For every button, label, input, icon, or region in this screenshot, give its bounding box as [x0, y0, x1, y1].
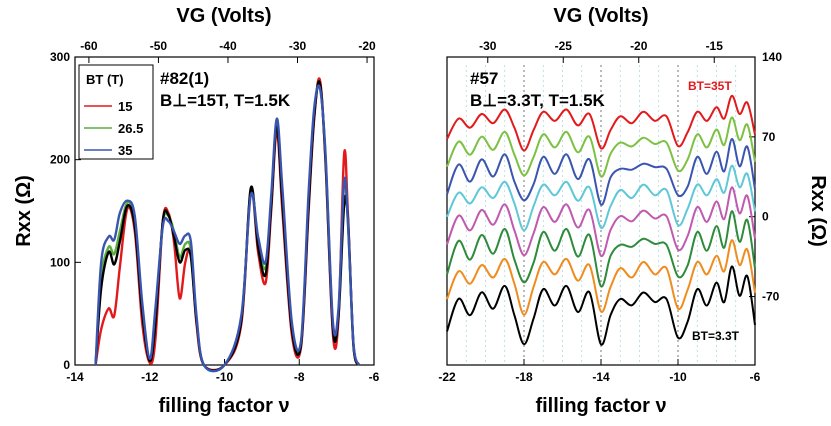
left-y-tick-label: 300: [50, 50, 70, 64]
right-top-tick-label: -20: [630, 39, 648, 53]
left-x-tick-label: -8: [294, 370, 305, 384]
left-top-axis-label: VG (Volts): [176, 5, 271, 27]
right-top-tick-label: -15: [706, 39, 724, 53]
right-top-tick-label: -30: [479, 39, 497, 53]
right-top-tick-label: -25: [555, 39, 573, 53]
right-series-line-5: [446, 210, 756, 288]
left-annotation-conditions: B⊥=15T, T=1.5K: [160, 91, 291, 110]
left-y-tick-label: 200: [50, 153, 70, 167]
right-x-axis-label: filling factor ν: [535, 395, 666, 417]
legend-entry-label: 26.5: [118, 121, 143, 136]
left-x-axis-label: filling factor ν: [158, 395, 289, 417]
right-axis-ticks: -22 -18 -14 -10 -6 -70 0 70 140 -30 -25 -20 -15: [438, 39, 782, 384]
left-y-tick-label: 0: [63, 358, 70, 372]
legend-box: [78, 64, 154, 160]
left-x-tick-label: -10: [216, 370, 234, 384]
left-y-axis-label: Rxx (Ω): [13, 175, 35, 247]
left-top-tick-label: -30: [289, 39, 307, 53]
left-top-tick-label: -60: [80, 39, 98, 53]
left-top-tick-label: -40: [219, 39, 237, 53]
left-y-tick-label: 100: [50, 255, 70, 269]
left-annotation-sample: #82(1): [160, 69, 209, 88]
left-series-group: [94, 77, 361, 373]
right-y-tick-label: 70: [762, 130, 776, 144]
right-x-tick-label: -22: [438, 370, 456, 384]
right-top-axis-label: VG (Volts): [553, 5, 648, 27]
right-series-line-2: [446, 137, 756, 206]
legend-entry-label: 15: [118, 99, 132, 114]
right-x-tick-label: -6: [750, 370, 761, 384]
right-series-line-0: [446, 94, 756, 152]
right-y-tick-label: 0: [762, 210, 769, 224]
left-series-line-2: [94, 84, 361, 373]
left-x-tick-label: -6: [369, 370, 380, 384]
right-series-line-7: [446, 265, 756, 346]
right-series-line-1: [446, 116, 756, 178]
right-y-tick-label: 140: [762, 50, 782, 64]
left-x-tick-label: -12: [141, 370, 159, 384]
right-label-bottom-series: BT=3.3T: [692, 329, 740, 343]
left-top-tick-label: -50: [150, 39, 168, 53]
right-annotation-sample: #57: [470, 69, 498, 88]
right-series-group: [446, 94, 756, 346]
right-annotation-conditions: B⊥=3.3T, T=1.5K: [470, 91, 606, 110]
legend-entry-label: 35: [118, 143, 132, 158]
right-x-tick-label: -14: [592, 370, 610, 384]
right-y-tick-label: -70: [762, 290, 780, 304]
legend-entries: 15 26.5 35: [84, 99, 143, 158]
right-x-tick-label: -10: [669, 370, 687, 384]
right-series-line-3: [446, 164, 756, 232]
left-top-tick-label: -20: [358, 39, 376, 53]
right-label-top-series: BT=35T: [688, 79, 732, 93]
right-x-tick-label: -18: [515, 370, 533, 384]
left-x-tick-label: -14: [66, 370, 84, 384]
right-series-line-6: [446, 239, 756, 316]
left-legend: BT (T) 15 26.5 35: [78, 64, 154, 160]
right-y-axis-label: Rxx (Ω): [807, 175, 829, 247]
right-series-line-4: [446, 186, 756, 257]
legend-title: BT (T): [86, 72, 124, 87]
